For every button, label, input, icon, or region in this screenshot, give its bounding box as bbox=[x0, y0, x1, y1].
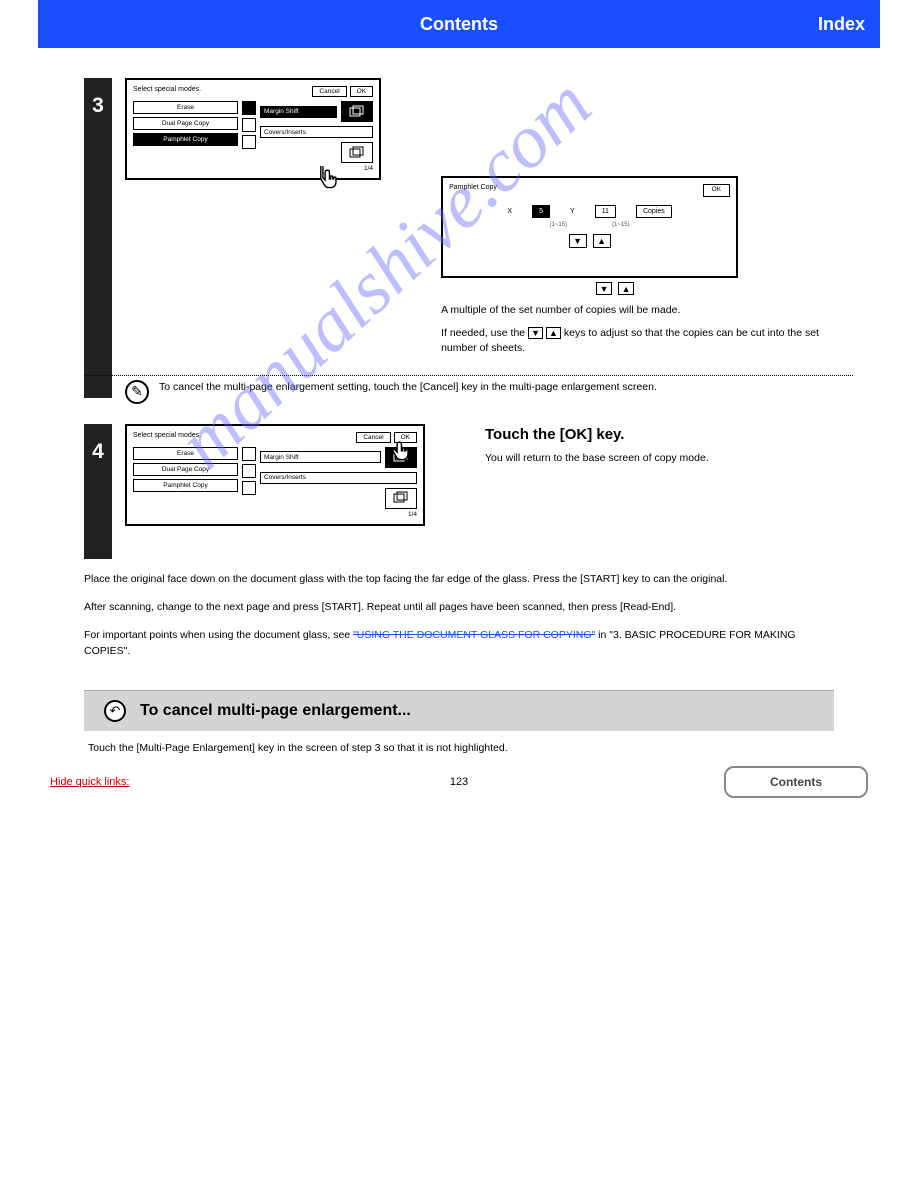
range-x: (1~15) bbox=[550, 222, 568, 228]
erase-button[interactable]: Erase bbox=[133, 101, 238, 114]
tray4-icon-2[interactable] bbox=[385, 488, 417, 509]
ok-button[interactable]: OK bbox=[350, 86, 373, 97]
step4-body-3: For important points when using the docu… bbox=[84, 627, 834, 660]
panel4-page: 1/4 bbox=[133, 511, 417, 518]
cancel-text: Touch the [Multi-Page Enlargement] key i… bbox=[84, 735, 834, 757]
range-y: (1~15) bbox=[612, 222, 630, 228]
y-value[interactable]: 11 bbox=[595, 205, 616, 218]
cancel-title: To cancel multi-page enlargement... bbox=[140, 702, 411, 720]
step-3-number: 3 bbox=[84, 78, 112, 398]
margin-shift-dropdown[interactable]: Margin Shift bbox=[260, 106, 337, 118]
step3-caption-1: A multiple of the set number of copies w… bbox=[441, 303, 834, 318]
margin4-dropdown[interactable]: Margin Shift bbox=[260, 451, 381, 463]
divider-dotted bbox=[84, 375, 853, 376]
note-row: ✎ To cancel the multi-page enlargement s… bbox=[125, 380, 834, 404]
step4-body-1: Place the original face down on the docu… bbox=[84, 571, 834, 587]
x-label: X bbox=[507, 208, 512, 215]
cancel-bar: ↶ To cancel multi-page enlargement... bbox=[84, 690, 834, 731]
step4-ok-text: You will return to the base screen of co… bbox=[485, 451, 709, 466]
top-bar: Contents Index bbox=[38, 0, 880, 48]
step3-panel-sub: Pamphlet Copy OK X 5 Y 11 Copies bbox=[441, 176, 738, 278]
sq-btn-3[interactable] bbox=[242, 135, 256, 149]
down-inline-icon: ▼ bbox=[528, 327, 543, 339]
footer-page: 123 bbox=[450, 776, 468, 788]
step-3: 3 Select special modes. Cancel OK bbox=[84, 78, 834, 404]
covers4-dropdown[interactable]: Covers/Inserts bbox=[260, 472, 417, 484]
sub-ok-button[interactable]: OK bbox=[703, 184, 730, 197]
step3-caption-2: If needed, use the ▼ ▲ keys to adjust so… bbox=[441, 326, 834, 356]
sub-title: Pamphlet Copy bbox=[449, 184, 497, 191]
cancel-button[interactable]: Cancel bbox=[312, 86, 346, 97]
ok4-button[interactable]: OK bbox=[394, 432, 417, 443]
down-arrow-button[interactable]: ▼ bbox=[569, 234, 587, 248]
dual-page-copy-button[interactable]: Dual Page Copy bbox=[133, 117, 238, 130]
sq-btn-1[interactable] bbox=[242, 101, 256, 115]
tray-icon-1[interactable] bbox=[341, 101, 373, 122]
tray4-icon-1[interactable] bbox=[385, 447, 417, 468]
doc-glass-link[interactable]: "USING THE DOCUMENT GLASS FOR COPYING" bbox=[353, 629, 595, 641]
footer: Hide quick links: 123 Contents bbox=[0, 766, 918, 798]
back-arrow-icon: ↶ bbox=[104, 700, 126, 722]
down-arrow-ext[interactable]: ▼ bbox=[596, 282, 612, 295]
y-label: Y bbox=[570, 208, 575, 215]
copies-box[interactable]: Copies bbox=[636, 205, 672, 218]
topbar-title: Contents bbox=[420, 14, 498, 35]
step3-panel-main: Select special modes. Cancel OK Erase Du… bbox=[125, 78, 381, 180]
note-text: To cancel the multi-page enlargement set… bbox=[159, 380, 657, 395]
sq-btn-2[interactable] bbox=[242, 118, 256, 132]
pamphlet-copy-button[interactable]: Pamphlet Copy bbox=[133, 133, 238, 146]
panel-prompt: Select special modes. bbox=[133, 86, 201, 97]
step4-panel-main: Select special modes. Cancel OK Erase Du… bbox=[125, 424, 425, 526]
erase4-button[interactable]: Erase bbox=[133, 447, 238, 460]
up-arrow-ext[interactable]: ▲ bbox=[618, 282, 634, 295]
cancel4-button[interactable]: Cancel bbox=[356, 432, 390, 443]
contents-button[interactable]: Contents bbox=[724, 766, 868, 798]
covers-inserts-dropdown[interactable]: Covers/Inserts bbox=[260, 126, 373, 138]
x-value[interactable]: 5 bbox=[532, 205, 550, 218]
footer-left-link[interactable]: Hide quick links: bbox=[50, 776, 129, 788]
topbar-right: Index bbox=[818, 14, 865, 35]
sq4-btn-1[interactable] bbox=[242, 447, 256, 461]
sq4-btn-3[interactable] bbox=[242, 481, 256, 495]
pamphlet4-button[interactable]: Pamphlet Copy bbox=[133, 479, 238, 492]
panel4-prompt: Select special modes. bbox=[133, 432, 201, 443]
tray-icon-2[interactable] bbox=[341, 142, 373, 163]
step4-body-2: After scanning, change to the next page … bbox=[84, 599, 834, 615]
pencil-icon: ✎ bbox=[125, 380, 149, 404]
up-inline-icon: ▲ bbox=[546, 327, 561, 339]
panel-page: 1/4 bbox=[133, 165, 373, 172]
step4-heading: Touch the [OK] key. bbox=[485, 426, 709, 443]
up-arrow-button[interactable]: ▲ bbox=[593, 234, 611, 248]
dual4-button[interactable]: Dual Page Copy bbox=[133, 463, 238, 476]
step-4-number: 4 bbox=[84, 424, 112, 559]
sq4-btn-2[interactable] bbox=[242, 464, 256, 478]
step-4: 4 Select special modes. Cancel OK bbox=[84, 424, 834, 559]
